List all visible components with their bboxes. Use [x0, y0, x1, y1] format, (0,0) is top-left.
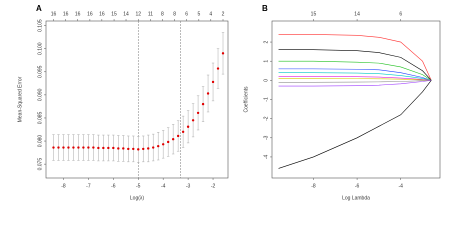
coef-path: [278, 76, 432, 81]
point: [216, 67, 220, 70]
y-axis-title: Coefficients: [243, 86, 249, 113]
point: [171, 138, 175, 141]
coef-path: [278, 34, 432, 81]
coef-path: [278, 80, 432, 87]
top-tick-label: 6: [399, 11, 402, 17]
y-axis-title: Mean-Squared Error: [17, 76, 23, 122]
top-tick-label: 8: [173, 11, 176, 17]
point: [92, 146, 95, 149]
top-tick-label: 4: [209, 11, 212, 17]
coef-path: [278, 60, 432, 81]
point: [147, 147, 150, 150]
point: [77, 146, 80, 149]
top-tick-label: 16: [87, 11, 93, 17]
coef-path: [278, 80, 432, 83]
y-tick-label: -4: [263, 155, 269, 160]
y-tick-label: 0.100: [37, 42, 43, 55]
x-tick-label: -6: [355, 183, 360, 189]
point: [186, 125, 190, 128]
x-tick-label: -8: [311, 183, 316, 189]
top-tick-label: 5: [197, 11, 200, 17]
top-tick-label: 2: [222, 11, 225, 17]
y-tick-label: 2: [263, 40, 269, 43]
y-tick-label: 0.095: [37, 65, 43, 78]
point: [122, 147, 125, 150]
point: [152, 146, 155, 149]
top-tick-label: 11: [148, 11, 153, 17]
y-tick-label: 0: [263, 79, 269, 82]
coef-path: [278, 68, 432, 81]
point: [161, 143, 165, 146]
point: [137, 148, 140, 151]
y-tick-label: -3: [263, 135, 269, 140]
x-tick-label: -7: [86, 183, 91, 189]
point: [72, 146, 75, 149]
panel-label: A: [36, 4, 42, 13]
x-tick-label: -8: [61, 183, 66, 189]
point: [142, 147, 145, 151]
point: [221, 52, 225, 55]
point: [206, 92, 210, 95]
point: [196, 111, 200, 115]
top-tick-label: 8: [161, 11, 164, 17]
top-tick-label: 16: [51, 11, 57, 17]
top-tick-label: 6: [185, 11, 188, 17]
top-tick-label: 14: [123, 11, 129, 17]
top-tick-label: 15: [111, 11, 117, 17]
point: [82, 146, 85, 149]
y-tick-label: 1: [263, 60, 269, 63]
x-tick-label: -4: [399, 183, 404, 189]
point: [132, 147, 135, 151]
x-tick-label: -3: [186, 183, 191, 189]
point: [201, 102, 205, 106]
point: [166, 140, 170, 144]
point: [97, 146, 100, 150]
x-tick-label: -6: [111, 183, 116, 189]
coef-path: [278, 72, 432, 81]
point: [107, 146, 110, 150]
point: [127, 147, 130, 151]
x-tick-label: -2: [211, 183, 216, 189]
point: [181, 130, 185, 134]
y-tick-label: -2: [263, 116, 269, 121]
top-tick-label: 15: [311, 11, 317, 17]
x-tick-label: -4: [161, 183, 166, 189]
point: [117, 147, 120, 150]
coef-path: [278, 49, 432, 81]
coef-path: [278, 78, 432, 81]
y-tick-label: 0.075: [37, 158, 43, 171]
point: [87, 146, 90, 149]
x-tick-label: -5: [136, 183, 141, 189]
point: [57, 146, 60, 149]
panel-label: B: [262, 4, 268, 13]
top-tick-label: 16: [75, 11, 81, 17]
figure: A Log(λ) Mean-Squared Error -8 -7 -6 -5 -4 -3 -2 0…: [17, 4, 441, 201]
top-tick-label: 16: [99, 11, 105, 17]
y-tick-label: 0.085: [37, 111, 43, 124]
point: [67, 146, 70, 149]
top-tick-label: 14: [354, 11, 360, 17]
point: [191, 119, 195, 122]
y-tick-label: 0.090: [37, 88, 43, 101]
x-axis-title: Log Lambda: [342, 195, 370, 201]
top-tick-label: 12: [135, 11, 141, 17]
point: [156, 144, 160, 148]
y-tick-label: -1: [263, 97, 269, 102]
point: [112, 146, 115, 150]
point: [52, 146, 55, 149]
x-axis-title: Log(λ): [130, 195, 145, 201]
y-tick-label: 0.080: [37, 135, 43, 148]
top-tick-label: 16: [63, 11, 69, 17]
y-tick-label: 0.105: [37, 19, 43, 32]
point: [102, 146, 105, 150]
plot-frame: [45, 20, 229, 179]
plot-frame: [271, 20, 441, 179]
point: [176, 134, 180, 138]
coef-path: [278, 80, 432, 169]
point: [62, 146, 65, 149]
point: [211, 80, 215, 84]
